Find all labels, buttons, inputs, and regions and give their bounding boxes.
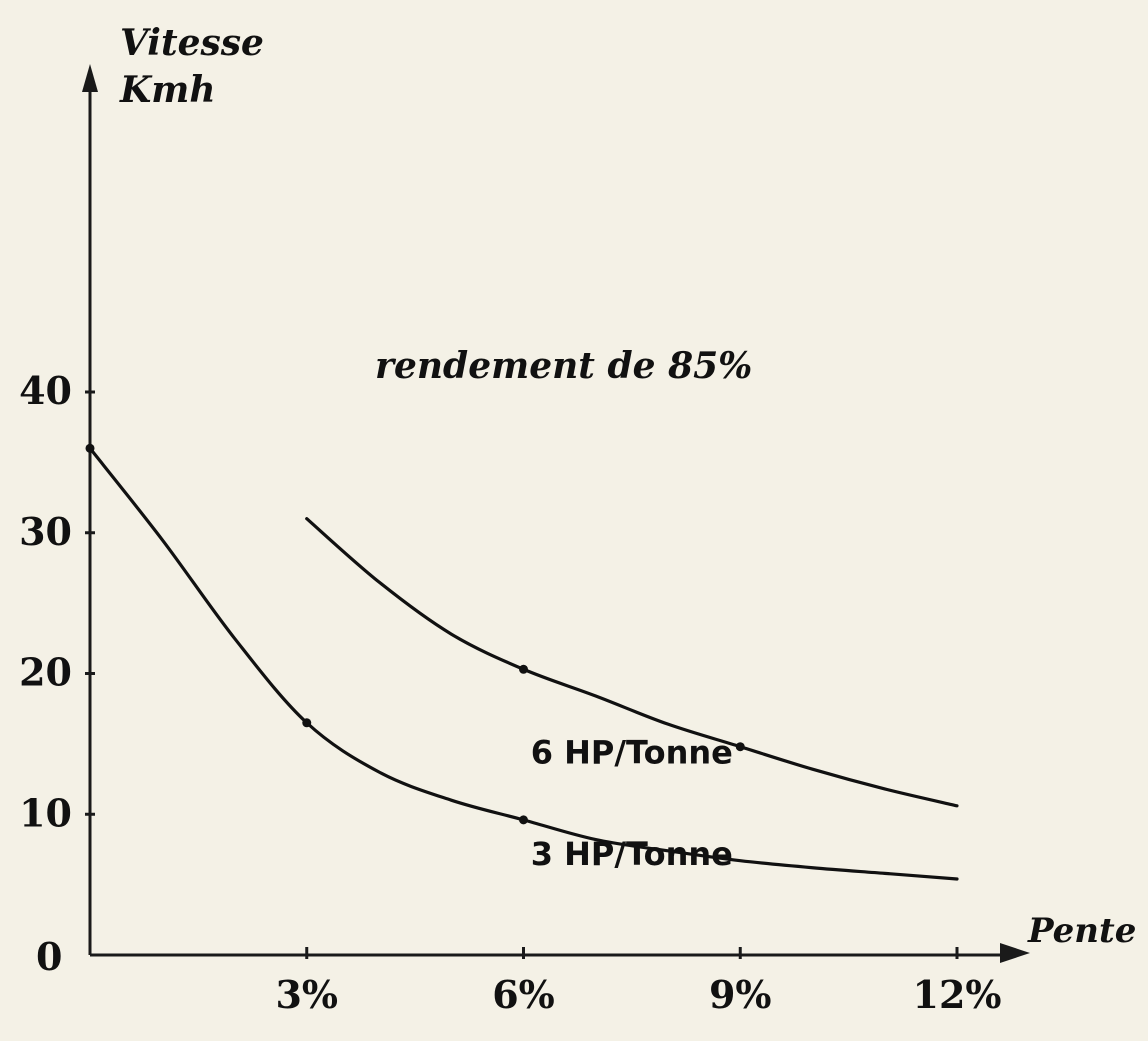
- series-line-0: [88, 446, 959, 881]
- data-point: [302, 718, 312, 728]
- series-labels-layer: 3 HP/Tonne 6 HP/Tonne: [531, 734, 733, 873]
- data-point: [519, 815, 528, 825]
- y-axis-arrow-icon: [82, 64, 98, 92]
- y-tick-label: 10: [19, 790, 72, 835]
- x-tick-label: 3%: [275, 972, 338, 1017]
- ticks-layer: 3% 6% 9% 12% 10 20 30 40: [19, 368, 1001, 1017]
- series-label: 6 HP/Tonne: [531, 734, 733, 772]
- data-point: [85, 443, 95, 453]
- efficiency-annotation: rendement de 85%: [375, 345, 752, 387]
- y-axis-title-line1: Vitesse: [120, 22, 264, 64]
- x-axis-arrow-icon: [1000, 943, 1030, 963]
- data-point: [519, 664, 528, 674]
- curves-layer: [85, 443, 959, 881]
- x-axis-title: Pente: [1027, 911, 1136, 951]
- series-line-1: [305, 517, 959, 808]
- y-origin-label: 0: [36, 934, 62, 979]
- x-tick-label: 12%: [913, 972, 1002, 1017]
- data-point: [735, 742, 745, 752]
- y-axis-title-line2: Kmh: [119, 69, 216, 111]
- x-tick-label: 6%: [492, 972, 555, 1017]
- series-label: 3 HP/Tonne: [531, 835, 733, 873]
- y-tick-label: 40: [19, 368, 72, 413]
- y-tick-label: 20: [19, 650, 72, 695]
- x-tick-label: 9%: [709, 972, 772, 1017]
- y-tick-label: 30: [19, 509, 72, 554]
